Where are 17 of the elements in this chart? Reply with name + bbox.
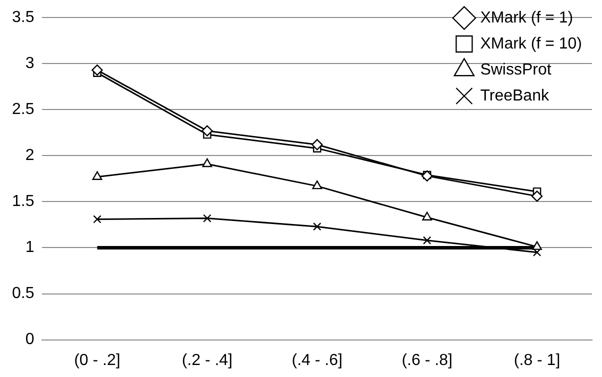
- legend-label: TreeBank: [480, 87, 550, 104]
- x-tick-label: (.4 - .6]: [292, 352, 342, 369]
- x-tick-label: (.6 - .8]: [402, 352, 452, 369]
- x-tick-label: (.8 - 1]: [514, 352, 560, 369]
- y-tick-label: 1.5: [12, 193, 34, 210]
- y-tick-label: 3: [25, 55, 34, 72]
- y-tick-label: 0: [25, 331, 34, 348]
- y-tick-label: 2: [25, 147, 34, 164]
- y-tick-label: 2.5: [12, 101, 34, 118]
- legend-label: XMark (f = 1): [480, 9, 574, 26]
- legend-label: SwissProt: [480, 61, 552, 78]
- x-tick-label: (.2 - .4]: [182, 352, 233, 369]
- y-tick-label: 1: [25, 239, 34, 256]
- legend-label: XMark (f = 10): [480, 35, 582, 52]
- y-tick-label: 3.5: [12, 9, 34, 26]
- x-tick-label: (0 - .2]: [74, 352, 120, 369]
- y-tick-label: 0.5: [12, 285, 34, 302]
